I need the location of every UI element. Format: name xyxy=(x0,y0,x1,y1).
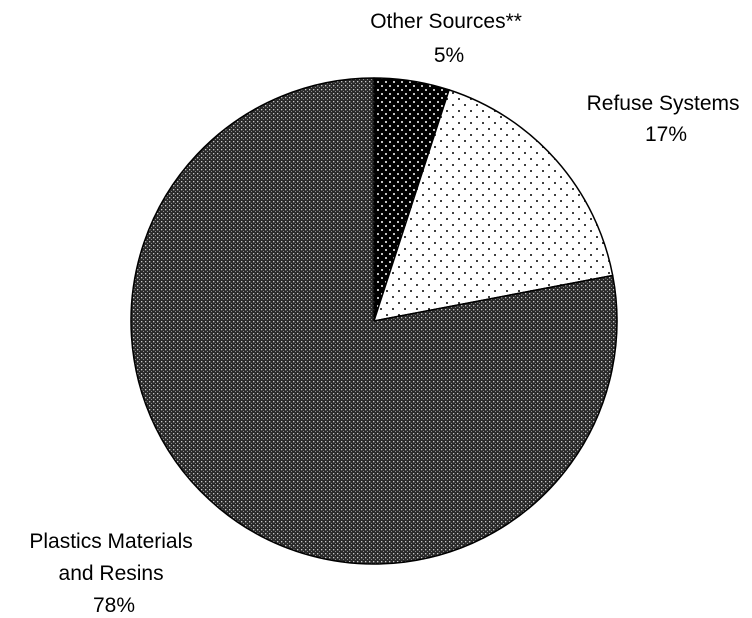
slice-label-plastics-materials: Plastics Materials and Resins 78% xyxy=(29,530,198,617)
slice-label-other-sources: Other Sources** 5% xyxy=(370,10,528,67)
pie-labels: Other Sources** 5% Refuse Systems 17% Pl… xyxy=(29,10,746,617)
pie-slice-1 xyxy=(373,89,614,322)
slice-label-refuse-systems: Refuse Systems 17% xyxy=(587,92,746,146)
pie-slices xyxy=(130,77,618,565)
pie-slice-2 xyxy=(130,77,618,565)
